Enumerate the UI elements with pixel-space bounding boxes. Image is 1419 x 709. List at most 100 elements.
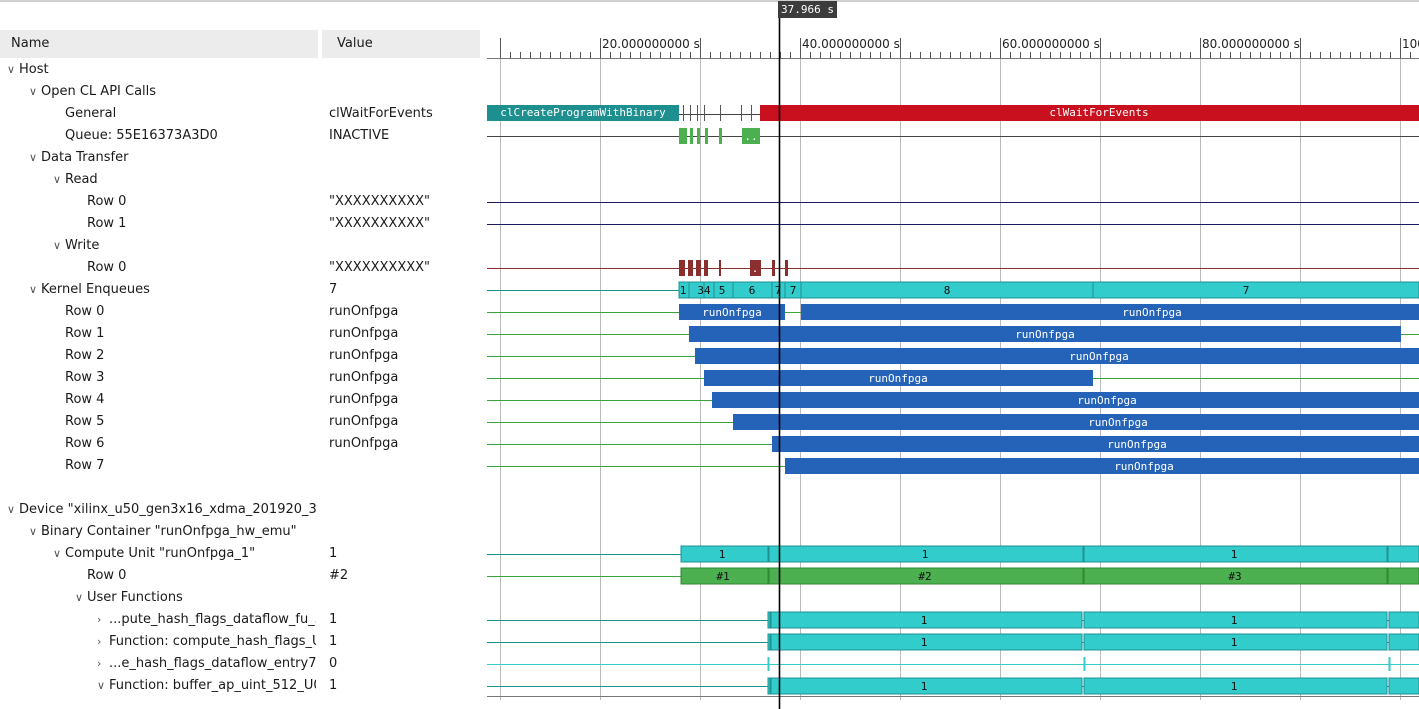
tree-row-label[interactable]: Row 5 bbox=[65, 414, 105, 429]
kernel-run-bar[interactable] bbox=[712, 392, 1419, 408]
user-function-bar[interactable] bbox=[1388, 677, 1419, 695]
queue-active-bar[interactable] bbox=[742, 128, 760, 144]
kernel-run-bar[interactable] bbox=[695, 348, 1419, 364]
tree-row-label[interactable]: Open CL API Calls bbox=[41, 84, 157, 99]
tree-row-label[interactable]: Row 1 bbox=[87, 216, 127, 231]
enqueue-bar[interactable] bbox=[1092, 281, 1419, 299]
enqueue-count-label: 7 bbox=[1243, 284, 1250, 297]
tree-row-label[interactable]: ...pute_hash_flags_dataflow_fu_30 bbox=[109, 612, 316, 627]
write-transfer-bar[interactable] bbox=[679, 260, 685, 276]
tree-row-label[interactable]: Read bbox=[65, 172, 98, 187]
write-transfer-bar[interactable] bbox=[719, 260, 721, 276]
queue-active-bar[interactable] bbox=[690, 128, 693, 144]
write-transfer-bar[interactable] bbox=[696, 260, 701, 276]
user-function-bar[interactable] bbox=[767, 611, 771, 629]
queue-active-bar[interactable] bbox=[719, 128, 722, 144]
queue-active-bar[interactable] bbox=[697, 128, 700, 144]
kernel-run-bar[interactable] bbox=[679, 304, 785, 320]
tree-row-label[interactable]: Row 4 bbox=[65, 392, 105, 407]
expand-chevron-icon[interactable]: › bbox=[97, 657, 102, 670]
collapse-chevron-icon[interactable]: ∨ bbox=[53, 173, 62, 186]
kernel-run-bar[interactable] bbox=[704, 370, 1093, 386]
user-function-bar[interactable] bbox=[770, 611, 1083, 629]
cl-wait-for-events-bar[interactable] bbox=[760, 105, 1419, 121]
tree-row-label[interactable]: User Functions bbox=[87, 590, 183, 605]
write-transfer-bar[interactable] bbox=[688, 260, 693, 276]
collapse-chevron-icon[interactable]: ∨ bbox=[53, 239, 62, 252]
user-function-bar[interactable] bbox=[1388, 633, 1419, 651]
tree-row-label[interactable]: Binary Container "runOnfpga_hw_emu" bbox=[41, 524, 297, 539]
kernel-run-bar[interactable] bbox=[772, 436, 1419, 452]
collapse-chevron-icon[interactable]: ∨ bbox=[7, 503, 16, 516]
user-function-bar[interactable] bbox=[1083, 677, 1388, 695]
collapse-chevron-icon[interactable]: ∨ bbox=[29, 283, 38, 296]
user-function-bar[interactable] bbox=[1388, 611, 1419, 629]
kernel-run-label: runOnfpga bbox=[1015, 328, 1075, 341]
kernel-run-bar[interactable] bbox=[801, 304, 1419, 320]
tree-row-label[interactable]: Compute Unit "runOnfpga_1" bbox=[65, 546, 256, 561]
write-transfer-bar[interactable] bbox=[750, 260, 761, 276]
time-cursor-label[interactable]: 37.966 s bbox=[778, 1, 837, 18]
compute-unit-bar[interactable] bbox=[768, 545, 1084, 563]
user-function-bar[interactable] bbox=[1083, 633, 1388, 651]
user-function-bar[interactable] bbox=[767, 677, 771, 695]
user-function-bar[interactable] bbox=[1083, 611, 1388, 629]
write-transfer-bar[interactable] bbox=[772, 260, 775, 276]
tree-row-label[interactable]: Function: buffer_ap_uint_512_U0 bbox=[109, 678, 316, 693]
kernel-run-bar[interactable] bbox=[785, 458, 1419, 474]
tree-row-label[interactable]: Row 0 bbox=[87, 568, 127, 583]
expand-chevron-icon[interactable]: › bbox=[97, 613, 102, 626]
tree-row-label[interactable]: Row 7 bbox=[65, 458, 105, 473]
tree-row-label[interactable]: General bbox=[65, 106, 117, 121]
cl-create-program-label: clCreateProgramWithBinary bbox=[500, 106, 666, 119]
tree-row-label[interactable]: Kernel Enqueues bbox=[41, 282, 150, 297]
compute-unit-bar[interactable] bbox=[680, 545, 769, 563]
tree-row-label[interactable]: Row 0 bbox=[65, 304, 105, 319]
collapse-chevron-icon[interactable]: ∨ bbox=[97, 679, 106, 692]
cu-run-bar[interactable] bbox=[1387, 567, 1419, 585]
cu-run-bar[interactable] bbox=[768, 567, 1084, 585]
collapse-chevron-icon[interactable]: ∨ bbox=[29, 85, 38, 98]
queue-active-bar[interactable] bbox=[705, 128, 708, 144]
write-transfer-bar[interactable] bbox=[785, 260, 788, 276]
tree-row-label[interactable]: Device "xilinx_u50_gen3x16_xdma_201920_3… bbox=[19, 502, 316, 517]
collapse-chevron-icon[interactable]: ∨ bbox=[75, 591, 84, 604]
user-function-bar[interactable] bbox=[770, 677, 1083, 695]
tree-row-label[interactable]: Row 3 bbox=[65, 370, 105, 385]
user-function-bar[interactable] bbox=[767, 633, 771, 651]
user-function-bar[interactable] bbox=[770, 633, 1083, 651]
tree-row-label[interactable]: Host bbox=[19, 62, 49, 77]
tree-row-label[interactable]: Function: compute_hash_flags_U0 bbox=[109, 634, 316, 649]
name-column-header[interactable]: Name bbox=[0, 30, 318, 58]
collapse-chevron-icon[interactable]: ∨ bbox=[29, 151, 38, 164]
queue-active-bar[interactable] bbox=[679, 128, 687, 144]
cu-run-bar[interactable] bbox=[680, 567, 769, 585]
tree-row-label[interactable]: Row 1 bbox=[65, 326, 105, 341]
tree-row-label[interactable]: Row 0 bbox=[87, 194, 127, 209]
user-function-count-label: 1 bbox=[921, 636, 928, 649]
compute-unit-bar[interactable] bbox=[1083, 545, 1388, 563]
collapse-chevron-icon[interactable]: ∨ bbox=[53, 547, 62, 560]
tree-row-value: runOnfpga bbox=[329, 414, 399, 429]
cu-run-bar[interactable] bbox=[1083, 567, 1388, 585]
tree-row-label[interactable]: Write bbox=[65, 238, 100, 253]
tree-row-label[interactable]: Queue: 55E16373A3D0 bbox=[65, 128, 218, 143]
tree-row-label[interactable]: Row 2 bbox=[65, 348, 105, 363]
kernel-run-label: runOnfpga bbox=[1114, 460, 1174, 473]
tree-row-label[interactable]: Row 6 bbox=[65, 436, 105, 451]
tree-row-label[interactable]: Row 0 bbox=[87, 260, 127, 275]
collapse-chevron-icon[interactable]: ∨ bbox=[29, 525, 38, 538]
time-ruler: 20.000000000 s 40.000000000 s 60.000000000… bbox=[487, 37, 1419, 59]
kernel-run-bar[interactable] bbox=[733, 414, 1419, 430]
write-transfer-bar[interactable] bbox=[704, 260, 708, 276]
tree-row-label[interactable]: ...e_hash_flags_dataflow_entry7_U bbox=[109, 656, 316, 671]
collapse-chevron-icon[interactable]: ∨ bbox=[7, 63, 16, 76]
cl-create-program-bar[interactable] bbox=[487, 105, 679, 121]
kernel-run-bar[interactable] bbox=[689, 326, 1401, 342]
value-column-header[interactable]: Value bbox=[322, 30, 480, 58]
expand-chevron-icon[interactable]: › bbox=[97, 635, 102, 648]
compute-unit-bar[interactable] bbox=[1387, 545, 1419, 563]
enqueue-count-label: 5 bbox=[719, 284, 726, 297]
tree-row-label[interactable]: Data Transfer bbox=[41, 150, 129, 165]
